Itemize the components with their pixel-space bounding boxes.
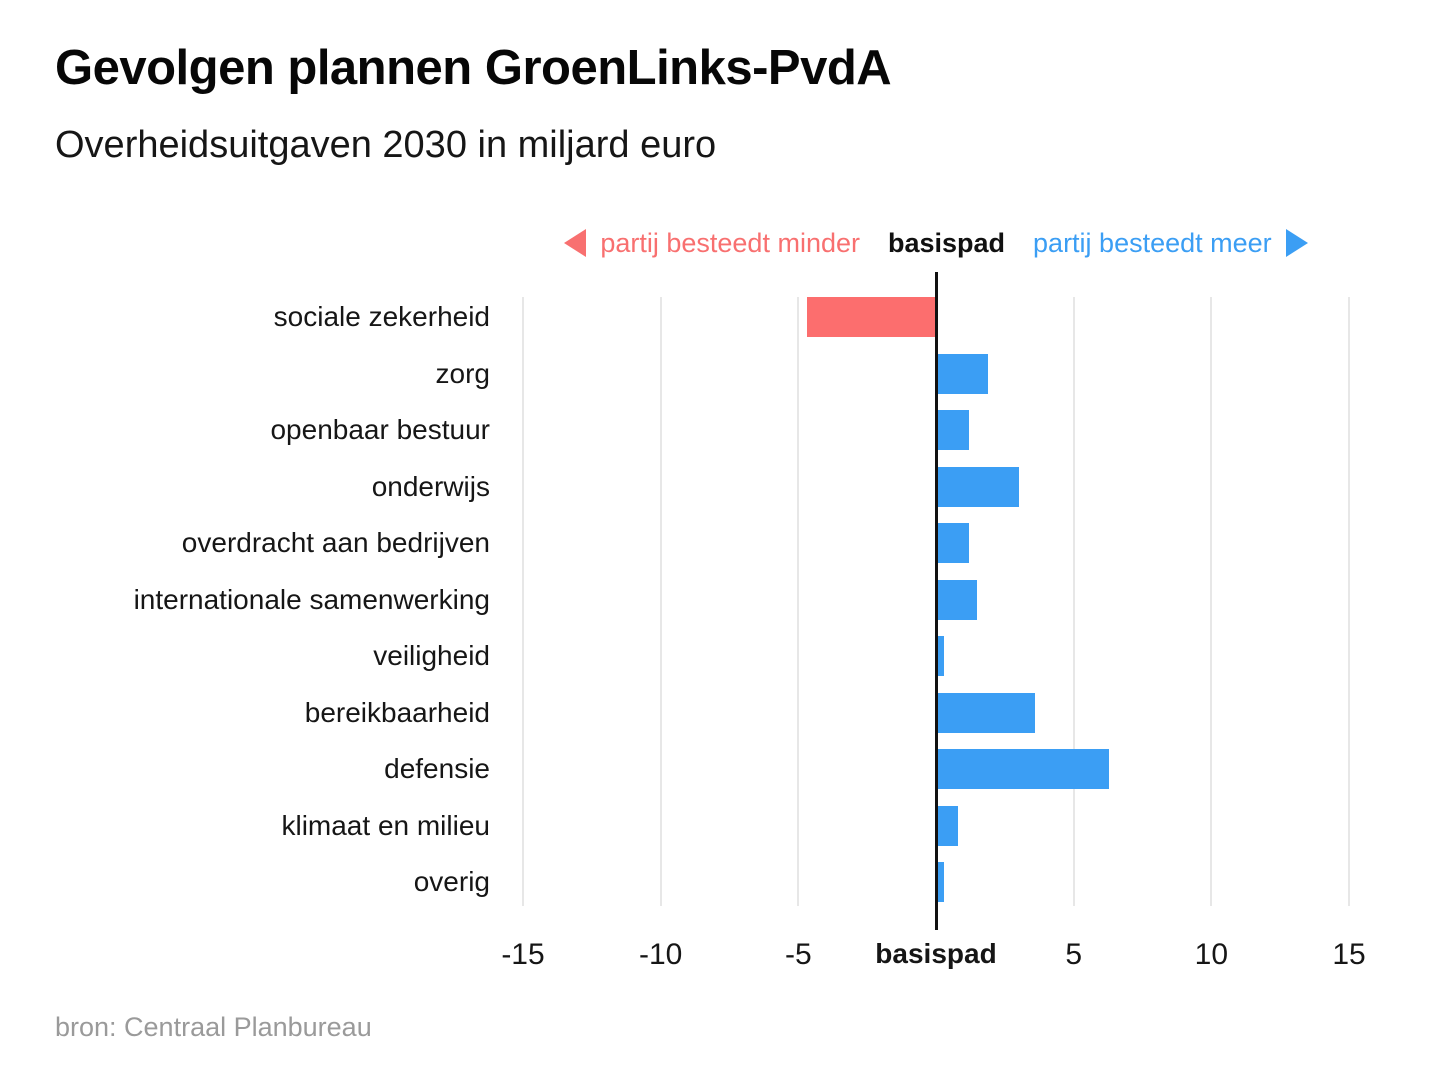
page-title: Gevolgen plannen GroenLinks-PvdA: [55, 41, 892, 95]
legend-basispad-label: basispad: [887, 227, 1006, 258]
chart-row: defensie: [0, 742, 1440, 799]
category-label: overig: [413, 866, 490, 897]
category-label: klimaat en milieu: [281, 809, 490, 841]
x-tick-label: 5: [1065, 938, 1082, 971]
bar-overig: [936, 862, 945, 902]
category-label: zorg: [435, 357, 490, 389]
bar-openbaar-bestuur: [936, 410, 970, 450]
chart-row: onderwijs: [0, 460, 1440, 517]
source-credit: bron: Centraal Planbureau: [55, 1012, 372, 1042]
x-tick-label: 15: [1332, 938, 1366, 971]
category-label: bereikbaarheid: [304, 696, 490, 728]
bar-onderwijs: [936, 466, 1019, 507]
chart-row: klimaat en milieu: [0, 799, 1440, 856]
x-tick-label: -10: [638, 938, 683, 971]
gridline: [1348, 297, 1350, 906]
chart-row: overig: [0, 855, 1440, 912]
bar-internationale-samenwerking: [936, 579, 978, 620]
bar-overdracht-aan-bedrijven: [936, 523, 970, 563]
legend-less-group: partij besteedt minder: [564, 228, 860, 259]
bar-zorg: [936, 353, 989, 394]
x-tick-label: basispad: [875, 938, 997, 969]
chart-row: sociale zekerheid: [0, 290, 1440, 347]
gridline: [659, 297, 662, 906]
category-label: internationale samenwerking: [133, 583, 490, 615]
legend-more-label: partij besteedt meer: [1033, 227, 1272, 258]
bar-bereikbaarheid: [936, 692, 1036, 733]
gridline: [522, 297, 524, 906]
category-label: onderwijs: [371, 470, 490, 502]
bar-defensie: [936, 749, 1110, 789]
bar-klimaat-en-milieu: [936, 805, 959, 846]
bar-veiligheid: [936, 636, 945, 676]
triangle-left-icon: [564, 229, 587, 257]
bar-sociale-zekerheid: [806, 297, 936, 337]
chart-legend: partij besteedt minder basispad partij b…: [523, 222, 1349, 264]
chart-row: bereikbaarheid: [0, 686, 1440, 743]
page-subtitle: Overheidsuitgaven 2030 in miljard euro: [55, 124, 717, 166]
baseline-axis: [934, 272, 938, 930]
x-tick-label: 10: [1194, 938, 1229, 971]
chart-row: overdracht aan bedrijven: [0, 516, 1440, 573]
x-tick-label: -5: [784, 938, 812, 971]
category-label: defensie: [384, 753, 490, 784]
bar-chart: sociale zekerheid zorg openbaar bestuur ond…: [0, 272, 1440, 990]
chart-row: internationale samenwerking: [0, 573, 1440, 630]
category-label: veiligheid: [373, 640, 490, 671]
gridline: [1210, 297, 1213, 906]
category-label: overdracht aan bedrijven: [181, 527, 490, 558]
x-tick-label: -15: [501, 938, 545, 971]
chart-row: veiligheid: [0, 629, 1440, 686]
category-label: openbaar bestuur: [270, 414, 490, 445]
gridline: [797, 297, 800, 906]
chart-row: openbaar bestuur: [0, 403, 1440, 460]
chart-row: zorg: [0, 347, 1440, 404]
legend-less-label: partij besteedt minder: [600, 227, 860, 258]
category-label: sociale zekerheid: [273, 301, 490, 332]
gridline: [1072, 297, 1075, 906]
legend-more-group: partij besteedt meer: [1033, 228, 1308, 259]
triangle-right-icon: [1285, 229, 1308, 257]
